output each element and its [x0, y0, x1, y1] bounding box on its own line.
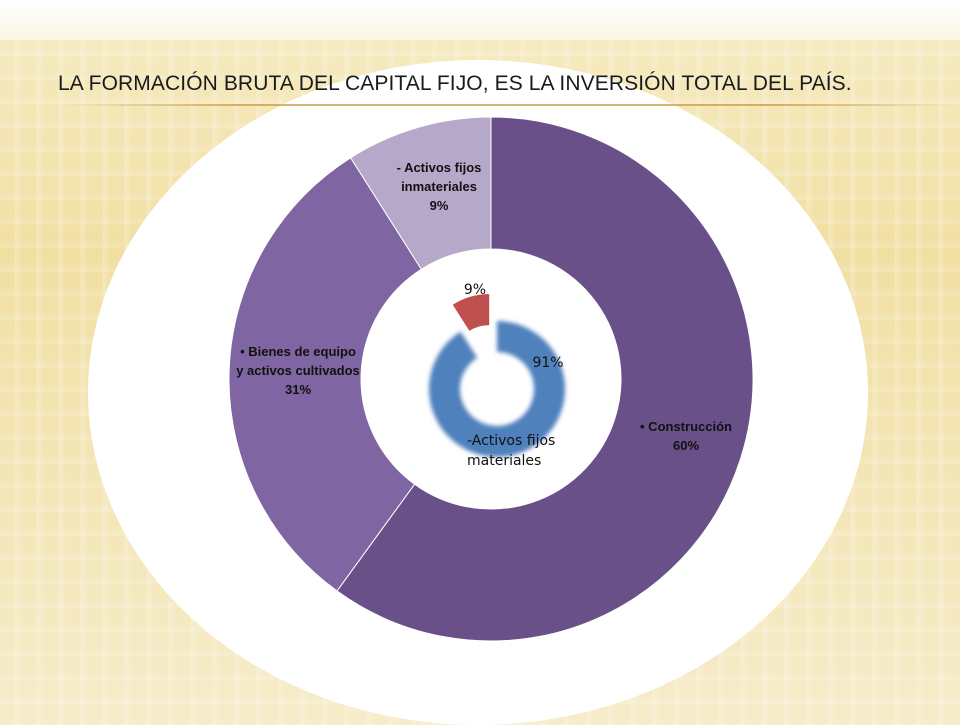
outer-slice-label-3: - Activos fijos inmateriales 9% — [397, 160, 482, 213]
chart-labels: • Construcción 60% • Bienes de equipo y act… — [236, 160, 732, 469]
title-underline — [58, 104, 958, 106]
outer-doughnut-hole — [361, 249, 621, 509]
inner-slice-label-2: 9% — [464, 282, 486, 298]
inner-slice-label-1: 91% — [532, 355, 563, 371]
outer-slice-label-2: • Bienes de equipo y activos cultivados 31… — [236, 344, 360, 397]
inner-slice-1 — [429, 321, 565, 457]
top-band — [0, 0, 960, 40]
inner-doughnut — [429, 294, 565, 457]
outer-slice-label-1: • Construcción 60% — [640, 419, 732, 453]
inner-slice-2 — [452, 294, 490, 331]
inner-category-label: -Activos fijos materiales — [467, 433, 555, 469]
slide-title: LA FORMACIÓN BRUTA DEL CAPITAL FIJO, ES … — [58, 72, 852, 95]
outer-slice-1 — [336, 116, 754, 642]
